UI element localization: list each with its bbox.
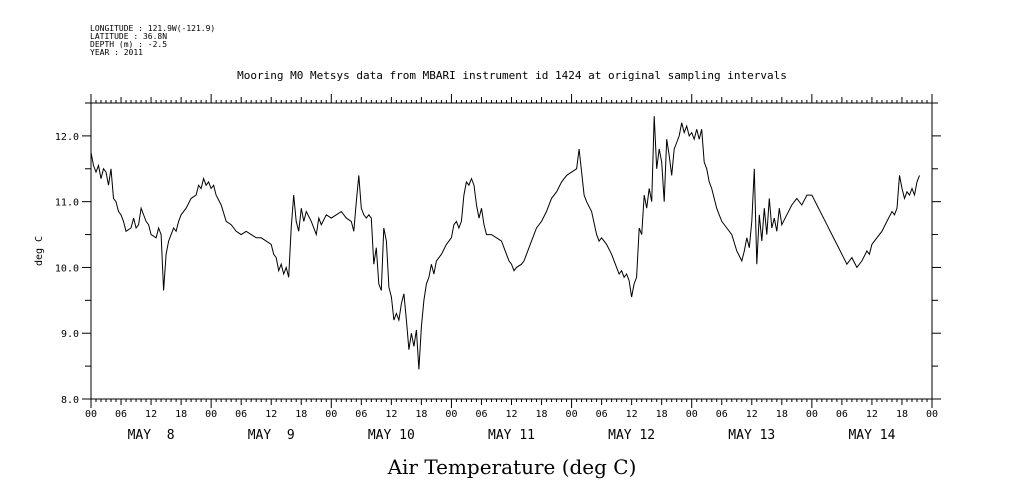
y-tick-label: 12.0 [55, 132, 79, 143]
longitude-label: LONGITUDE : 121.9W(-121.9) [90, 24, 215, 33]
x-tick-label: 00 [686, 409, 698, 420]
y-axis-tick-labels: 8.0 9.0 10.0 11.0 12.0 [55, 132, 79, 406]
x-tick-label: 00 [325, 409, 337, 420]
y-axis-label: deg C [34, 236, 45, 266]
x-tick-label: 18 [776, 409, 788, 420]
chart-title: Mooring M0 Metsys data from MBARI instru… [237, 69, 787, 82]
x-tick-label: 06 [596, 409, 608, 420]
depth-label: DEPTH (m) : -2.5 [90, 40, 167, 49]
x-tick-label: 18 [536, 409, 548, 420]
x-tick-label: 18 [295, 409, 307, 420]
x-tick-label: 06 [235, 409, 247, 420]
day-label: MAY 12 [608, 428, 655, 443]
x-axis-tick-labels: 00 06 12 18 00 06 12 18 00 06 12 18 00 06 12 18 00 06 12 18… [85, 409, 938, 420]
x-tick-label: 00 [566, 409, 578, 420]
day-label: MAY 11 [488, 428, 535, 443]
x-tick-label: 12 [866, 409, 878, 420]
y-axis-ticks [82, 102, 941, 400]
latitude-label: LATITUDE : 36.8N [90, 32, 167, 41]
x-axis-label: Air Temperature (deg C) [387, 455, 637, 479]
y-tick-label: 9.0 [61, 329, 79, 340]
y-tick-label: 10.0 [55, 263, 79, 274]
x-tick-label: 00 [445, 409, 457, 420]
y-tick-label: 8.0 [61, 395, 79, 406]
x-tick-label: 06 [716, 409, 728, 420]
x-tick-label: 12 [385, 409, 397, 420]
day-label: MAY 9 [248, 428, 295, 443]
x-tick-label: 12 [145, 409, 157, 420]
x-tick-label: 18 [656, 409, 668, 420]
x-tick-label: 06 [475, 409, 487, 420]
x-tick-label: 00 [926, 409, 938, 420]
day-label: MAY 8 [128, 428, 175, 443]
x-axis-ticks [90, 94, 933, 408]
x-tick-label: 18 [415, 409, 427, 420]
x-tick-label: 06 [836, 409, 848, 420]
x-tick-label: 00 [205, 409, 217, 420]
year-label: YEAR : 2011 [90, 48, 143, 57]
x-tick-label: 18 [175, 409, 187, 420]
x-tick-label: 12 [505, 409, 517, 420]
day-label: MAY 14 [848, 428, 895, 443]
day-label: MAY 13 [728, 428, 775, 443]
x-tick-label: 06 [115, 409, 127, 420]
metadata-block: LONGITUDE : 121.9W(-121.9) LATITUDE : 36… [90, 24, 215, 57]
day-label: MAY 10 [368, 428, 415, 443]
x-tick-label: 06 [355, 409, 367, 420]
x-tick-label: 12 [746, 409, 758, 420]
x-tick-label: 18 [896, 409, 908, 420]
y-tick-label: 11.0 [55, 198, 79, 209]
x-tick-label: 12 [626, 409, 638, 420]
x-axis-day-labels: MAY 8 MAY 9 MAY 10 MAY 11 MAY 12 MAY 13 MAY 14 [128, 428, 896, 443]
x-tick-label: 12 [265, 409, 277, 420]
x-tick-label: 00 [806, 409, 818, 420]
plot-frame [90, 102, 933, 400]
x-tick-label: 00 [85, 409, 97, 420]
air-temperature-series-line [90, 116, 920, 370]
